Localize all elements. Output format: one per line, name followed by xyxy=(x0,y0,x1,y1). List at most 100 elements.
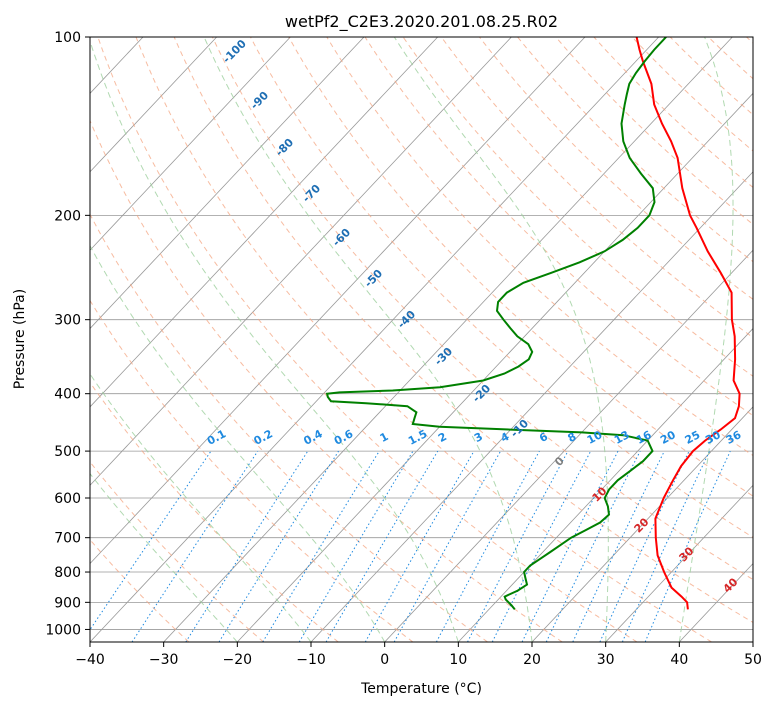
mixing-ratio-label: 2 xyxy=(436,430,449,445)
y-tick-label: 800 xyxy=(54,565,81,581)
mixing-ratio-line xyxy=(131,450,259,642)
mixing-ratio-label: 1.5 xyxy=(406,427,429,448)
dry-adiabat-label: -60 xyxy=(330,226,353,249)
dry-adiabat-line xyxy=(90,461,264,642)
mixing-ratio-label: 0.6 xyxy=(332,427,356,448)
x-tick-label: 50 xyxy=(744,652,762,668)
mixing-ratio-line xyxy=(364,450,475,642)
x-tick-label: −40 xyxy=(75,652,105,668)
dry-adiabat-line xyxy=(250,37,753,538)
mixing-ratio-line xyxy=(491,450,592,642)
dry-adiabat-label: -10 xyxy=(508,417,531,440)
dry-adiabat-line xyxy=(211,37,753,581)
moist-adiabat-line xyxy=(90,39,459,642)
dry-adiabat-line xyxy=(746,37,753,44)
mixing-ratio-label: 20 xyxy=(658,428,678,447)
x-tick-label: 10 xyxy=(449,652,467,668)
mixing-ratio-label: 13 xyxy=(612,428,632,447)
mixing-ratio-label: 0.4 xyxy=(301,427,325,448)
y-tick-label: 1000 xyxy=(45,622,81,638)
mixing-ratio-line xyxy=(621,450,711,642)
mixing-ratio-line xyxy=(644,450,731,642)
isotherm-line xyxy=(90,37,438,408)
isotherm-line xyxy=(384,249,753,642)
mixing-ratio-label: 10 xyxy=(585,428,605,447)
moist-adiabat-line xyxy=(90,472,238,642)
dry-adiabat-line xyxy=(97,37,638,642)
y-tick-label: 300 xyxy=(54,313,81,329)
isotherm-line xyxy=(90,37,365,330)
y-tick-label: 200 xyxy=(54,208,81,224)
x-tick-label: 0 xyxy=(380,652,389,668)
isotherm-line xyxy=(163,37,733,642)
mixing-ratio-label: 30 xyxy=(703,428,723,447)
isotherm-line xyxy=(237,92,753,642)
plot-area xyxy=(0,37,753,642)
dry-adiabat-label: 40 xyxy=(721,575,741,595)
mixing-ratio-label: 16 xyxy=(634,428,654,447)
x-axis-label: Temperature (°C) xyxy=(360,681,482,697)
isotherm-line xyxy=(752,641,753,642)
isotherm-line xyxy=(90,37,291,251)
mixing-ratio-label: 25 xyxy=(683,428,703,447)
mixing-ratio-line xyxy=(599,450,690,642)
y-tick-label: 900 xyxy=(54,595,81,611)
mixing-ratio-label: 1 xyxy=(378,430,391,445)
y-axis-label: Pressure (hPa) xyxy=(12,289,28,389)
isotherm-line xyxy=(310,171,753,642)
mixing-ratio-line xyxy=(325,450,439,642)
dry-adiabat-label: -90 xyxy=(248,89,271,112)
x-tick-label: 20 xyxy=(523,652,541,668)
mixing-ratio-line xyxy=(545,450,641,642)
mixing-ratio-line xyxy=(218,450,340,642)
dry-adiabat-line xyxy=(708,37,753,80)
mixing-ratio-line xyxy=(521,450,619,642)
mixing-ratio-label: 36 xyxy=(724,428,744,447)
y-tick-label: 100 xyxy=(54,30,81,46)
mixing-ratio-line xyxy=(262,450,380,642)
moist-adiabat-line xyxy=(90,373,312,642)
dry-adiabat-line xyxy=(90,299,414,642)
dry-adiabat-label: -100 xyxy=(220,37,249,66)
moist-adiabat-line xyxy=(203,37,533,642)
mixing-ratio-label: 0.1 xyxy=(205,427,228,448)
isotherm-line xyxy=(531,406,753,642)
mixing-ratio-line xyxy=(467,450,569,642)
dry-adiabat-label: -20 xyxy=(470,382,493,405)
mixing-ratio-label: 0.2 xyxy=(252,427,275,448)
dry-adiabat-line xyxy=(90,213,488,642)
isotherm-line xyxy=(0,37,69,642)
dry-adiabat-line xyxy=(402,37,753,377)
moist-adiabat-line xyxy=(90,244,386,642)
dry-adiabat-line xyxy=(135,37,712,642)
y-tick-label: 400 xyxy=(54,387,81,403)
moist-adiabat-line xyxy=(393,37,609,642)
dry-adiabat-line xyxy=(173,37,753,624)
mixing-ratio-line xyxy=(185,450,309,642)
x-tick-label: 40 xyxy=(670,652,688,668)
temperature-profile-line xyxy=(635,37,741,610)
isotherm-line xyxy=(90,37,512,486)
y-tick-label: 600 xyxy=(54,491,81,507)
dry-adiabat-line xyxy=(517,37,753,263)
dry-adiabat-line xyxy=(90,119,563,642)
mixing-ratio-label: 6 xyxy=(537,430,550,445)
isotherm-line xyxy=(605,484,753,642)
isotherm-line xyxy=(90,37,659,642)
isotherm-line xyxy=(90,37,217,173)
y-tick-label: 700 xyxy=(54,531,81,547)
x-tick-label: −20 xyxy=(223,652,253,668)
dry-adiabat-label: -30 xyxy=(432,345,455,368)
y-tick-label: 500 xyxy=(54,444,81,460)
dry-adiabat-label: -70 xyxy=(300,182,323,205)
mixing-ratio-line xyxy=(435,450,540,642)
x-tick-label: −30 xyxy=(149,652,179,668)
dry-adiabat-line xyxy=(479,37,753,300)
mixing-ratio-label: 3 xyxy=(472,430,485,445)
isotherm-line xyxy=(90,37,586,565)
isotherm-line xyxy=(458,327,753,642)
x-tick-label: 30 xyxy=(597,652,615,668)
dry-adiabat-label: -40 xyxy=(395,308,418,331)
dry-adiabat-line xyxy=(631,37,753,152)
